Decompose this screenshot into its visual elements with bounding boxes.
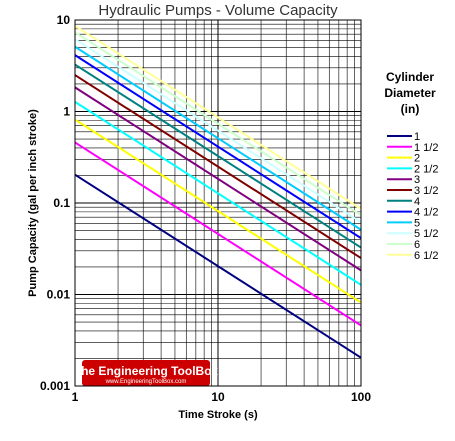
legend-title-line: (in): [401, 102, 420, 116]
series-line-4: [74, 63, 362, 249]
series-line-3: [74, 86, 362, 272]
legend-item: 4: [387, 196, 420, 208]
legend-label: 4 1/2: [414, 207, 438, 219]
legend-label: 2 1/2: [414, 163, 438, 175]
series-lines: [74, 25, 362, 359]
series-line-6-1-2: [74, 25, 362, 210]
series-line-4-1-2: [74, 54, 362, 239]
legend-item: 6: [387, 239, 420, 251]
legend-item: 5: [387, 217, 420, 229]
x-tick-labels: 1 10 100: [72, 390, 372, 404]
y-tick-label: 10: [57, 13, 71, 27]
legend-label: 3: [414, 174, 420, 186]
series-line-1-1-2: [74, 141, 362, 327]
legend-item: 2 1/2: [387, 163, 438, 175]
legend-title-line: Cylinder: [386, 70, 434, 84]
legend-title-line: Diameter: [384, 86, 436, 100]
series-line-3-1-2: [74, 74, 362, 259]
legend-items: 11 1/222 1/233 1/244 1/255 1/266 1/2: [387, 131, 438, 262]
plot-area-frame: [74, 19, 362, 387]
y-tick-label: 0.001: [40, 379, 70, 393]
series-line-2-1-2: [74, 101, 362, 286]
watermark-logo-text: The Engineering ToolBox: [74, 364, 219, 378]
series-line-5-1-2: [74, 38, 362, 224]
legend-item: 4 1/2: [387, 207, 438, 219]
series-line-1: [74, 173, 362, 359]
legend-label: 1 1/2: [414, 142, 438, 154]
series-line-2: [74, 118, 362, 304]
watermark-logo: The Engineering ToolBox www.EngineeringT…: [74, 360, 219, 386]
legend-label: 6: [414, 239, 420, 251]
legend-label: 2: [414, 153, 420, 165]
series-line-6: [74, 31, 362, 217]
y-tick-label: 0.1: [53, 196, 70, 210]
x-tick-label: 1: [72, 390, 79, 404]
legend-label: 3 1/2: [414, 185, 438, 197]
legend-item: 3 1/2: [387, 185, 438, 197]
x-tick-label: 100: [351, 390, 371, 404]
legend-label: 1: [414, 131, 420, 143]
legend-item: 6 1/2: [387, 250, 438, 262]
legend-item: 3: [387, 174, 420, 186]
y-tick-label: 1: [63, 105, 70, 119]
legend-item: 1 1/2: [387, 142, 438, 154]
legend-label: 5 1/2: [414, 228, 438, 240]
x-axis-label: Time Stroke (s): [178, 409, 258, 421]
legend-title: Cylinder Diameter (in): [384, 70, 436, 116]
x-tick-label: 10: [211, 390, 225, 404]
watermark-url-text: www.EngineeringToolBox.com: [105, 379, 187, 385]
y-tick-labels: 0.001 0.01 0.1 1 10: [40, 13, 70, 393]
legend-item: 1: [387, 131, 420, 143]
legend-label: 6 1/2: [414, 250, 438, 262]
y-axis-label: Pump Capacity (gal per inch stroke): [27, 109, 39, 297]
legend-item: 5 1/2: [387, 228, 438, 240]
chart-title: Hydraulic Pumps - Volume Capacity: [98, 2, 338, 19]
series-line-5: [74, 45, 362, 231]
legend-label: 5: [414, 217, 420, 229]
y-tick-label: 0.01: [47, 288, 71, 302]
legend-item: 2: [387, 153, 420, 165]
watermark-background: [82, 360, 210, 386]
legend-label: 4: [414, 196, 420, 208]
